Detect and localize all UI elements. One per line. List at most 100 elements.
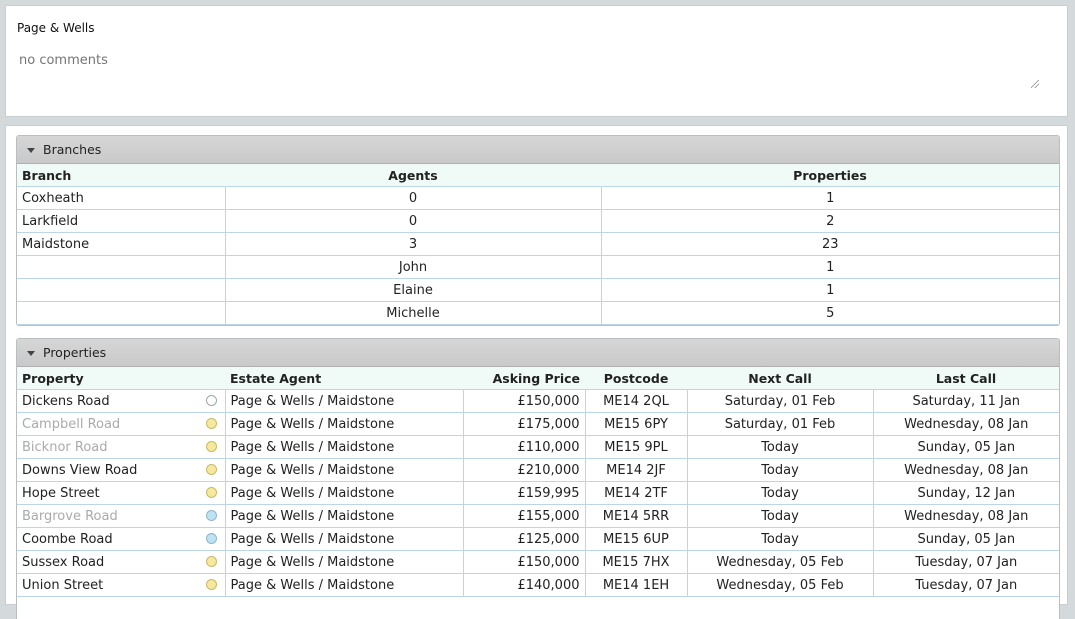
property-cell[interactable]: Dickens Road: [17, 389, 225, 413]
agents-cell: Michelle: [224, 301, 601, 325]
estate-agent-cell: Page & Wells / Maidstone: [224, 573, 463, 597]
property-name[interactable]: Coombe Road: [22, 531, 113, 547]
status-circle-icon[interactable]: [205, 533, 217, 544]
table-row[interactable]: Campbell Road Page & Wells / Maidstone £17…: [17, 412, 1059, 436]
properties-panel: Properties Property Estate Agent Asking …: [16, 338, 1060, 619]
last-call-cell: Wednesday, 08 Jan: [872, 504, 1059, 528]
property-name[interactable]: Downs View Road: [22, 462, 138, 478]
property-cell[interactable]: Coombe Road: [17, 527, 225, 551]
status-circle-icon[interactable]: [205, 418, 217, 429]
next-call-cell: Wednesday, 05 Feb: [686, 573, 873, 597]
postcode-cell: ME15 7HX: [584, 550, 687, 574]
property-cell[interactable]: Hope Street: [17, 481, 225, 505]
table-row[interactable]: Elaine 1: [17, 278, 1059, 302]
branches-panel: Branches Branch Agents Properties Coxhea…: [16, 135, 1060, 326]
column-header-asking-price[interactable]: Asking Price: [463, 367, 585, 390]
property-cell[interactable]: Sussex Road: [17, 550, 225, 574]
column-header-estate-agent[interactable]: Estate Agent: [225, 367, 463, 390]
property-name[interactable]: Union Street: [22, 577, 104, 593]
resize-grip-icon[interactable]: [1031, 80, 1039, 88]
table-row[interactable]: Bargrove Road Page & Wells / Maidstone £15…: [17, 504, 1059, 528]
status-circle-icon[interactable]: [205, 487, 217, 498]
table-row[interactable]: John 1: [17, 255, 1059, 279]
asking-price-cell: £150,000: [462, 389, 585, 413]
next-call-cell: Today: [686, 458, 873, 482]
table-row[interactable]: Hope Street Page & Wells / Maidstone £159,…: [17, 481, 1059, 505]
company-name: Page & Wells: [17, 21, 95, 35]
last-call-cell: Saturday, 11 Jan: [872, 389, 1059, 413]
agents-cell: 0: [224, 186, 601, 210]
last-call-cell: Sunday, 05 Jan: [872, 435, 1059, 459]
table-row[interactable]: Downs View Road Page & Wells / Maidstone £…: [17, 458, 1059, 482]
status-circle-icon[interactable]: [205, 556, 217, 567]
properties-count-cell: 1: [600, 255, 1059, 279]
property-cell[interactable]: Campbell Road: [17, 412, 225, 436]
property-name[interactable]: Bargrove Road: [22, 508, 118, 524]
property-name[interactable]: Campbell Road: [22, 416, 121, 432]
properties-count-cell: 23: [600, 232, 1059, 256]
column-header-last-call[interactable]: Last Call: [873, 367, 1059, 390]
properties-table: Property Estate Agent Asking Price Postc…: [17, 367, 1059, 597]
column-header-branch[interactable]: Branch: [17, 164, 225, 187]
property-cell[interactable]: Bargrove Road: [17, 504, 225, 528]
table-row[interactable]: Dickens Road Page & Wells / Maidstone £150…: [17, 389, 1059, 413]
estate-agent-cell: Page & Wells / Maidstone: [224, 458, 463, 482]
property-name[interactable]: Bicknor Road: [22, 439, 108, 455]
estate-agent-cell: Page & Wells / Maidstone: [224, 389, 463, 413]
postcode-cell: ME14 2QL: [584, 389, 687, 413]
property-cell[interactable]: Union Street: [17, 573, 225, 597]
agents-cell: John: [224, 255, 601, 279]
column-header-properties[interactable]: Properties: [601, 164, 1059, 187]
next-call-cell: Saturday, 01 Feb: [686, 389, 873, 413]
property-name[interactable]: Dickens Road: [22, 393, 110, 409]
status-circle-icon[interactable]: [205, 510, 217, 521]
branch-cell: Maidstone: [17, 232, 225, 256]
asking-price-cell: £140,000: [462, 573, 585, 597]
table-row[interactable]: Larkfield 0 2: [17, 209, 1059, 233]
properties-count-cell: 1: [600, 186, 1059, 210]
table-row[interactable]: Bicknor Road Page & Wells / Maidstone £110…: [17, 435, 1059, 459]
last-call-cell: Wednesday, 08 Jan: [872, 458, 1059, 482]
comments-input[interactable]: [16, 50, 1048, 100]
properties-panel-header[interactable]: Properties: [17, 339, 1059, 367]
table-row[interactable]: Coxheath 0 1: [17, 186, 1059, 210]
estate-agent-cell: Page & Wells / Maidstone: [224, 412, 463, 436]
table-row[interactable]: Michelle 5: [17, 301, 1059, 325]
column-header-agents[interactable]: Agents: [225, 164, 601, 187]
branches-header-row: Branch Agents Properties: [17, 164, 1059, 187]
table-row[interactable]: Coombe Road Page & Wells / Maidstone £125,…: [17, 527, 1059, 551]
next-call-cell: Today: [686, 527, 873, 551]
properties-header-row: Property Estate Agent Asking Price Postc…: [17, 367, 1059, 390]
company-card: Page & Wells: [5, 5, 1068, 117]
properties-title: Properties: [43, 345, 107, 360]
last-call-cell: Sunday, 05 Jan: [872, 527, 1059, 551]
next-call-cell: Today: [686, 504, 873, 528]
status-circle-icon[interactable]: [205, 579, 217, 590]
next-call-cell: Wednesday, 05 Feb: [686, 550, 873, 574]
branches-panel-header[interactable]: Branches: [17, 136, 1059, 164]
properties-count-cell: 5: [600, 301, 1059, 325]
next-call-cell: Saturday, 01 Feb: [686, 412, 873, 436]
table-row[interactable]: Union Street Page & Wells / Maidstone £140…: [17, 573, 1059, 597]
postcode-cell: ME14 2TF: [584, 481, 687, 505]
column-header-next-call[interactable]: Next Call: [687, 367, 873, 390]
property-name[interactable]: Sussex Road: [22, 554, 105, 570]
asking-price-cell: £150,000: [462, 550, 585, 574]
properties-count-cell: 2: [600, 209, 1059, 233]
postcode-cell: ME15 6UP: [584, 527, 687, 551]
table-row[interactable]: Sussex Road Page & Wells / Maidstone £150,…: [17, 550, 1059, 574]
last-call-cell: Tuesday, 07 Jan: [872, 573, 1059, 597]
postcode-cell: ME14 2JF: [584, 458, 687, 482]
column-header-property[interactable]: Property: [17, 367, 225, 390]
asking-price-cell: £155,000: [462, 504, 585, 528]
property-name[interactable]: Hope Street: [22, 485, 100, 501]
asking-price-cell: £210,000: [462, 458, 585, 482]
status-circle-icon[interactable]: [205, 395, 217, 406]
estate-agent-cell: Page & Wells / Maidstone: [224, 504, 463, 528]
status-circle-icon[interactable]: [205, 464, 217, 475]
table-row[interactable]: Maidstone 3 23: [17, 232, 1059, 256]
status-circle-icon[interactable]: [205, 441, 217, 452]
column-header-postcode[interactable]: Postcode: [585, 367, 687, 390]
property-cell[interactable]: Downs View Road: [17, 458, 225, 482]
property-cell[interactable]: Bicknor Road: [17, 435, 225, 459]
